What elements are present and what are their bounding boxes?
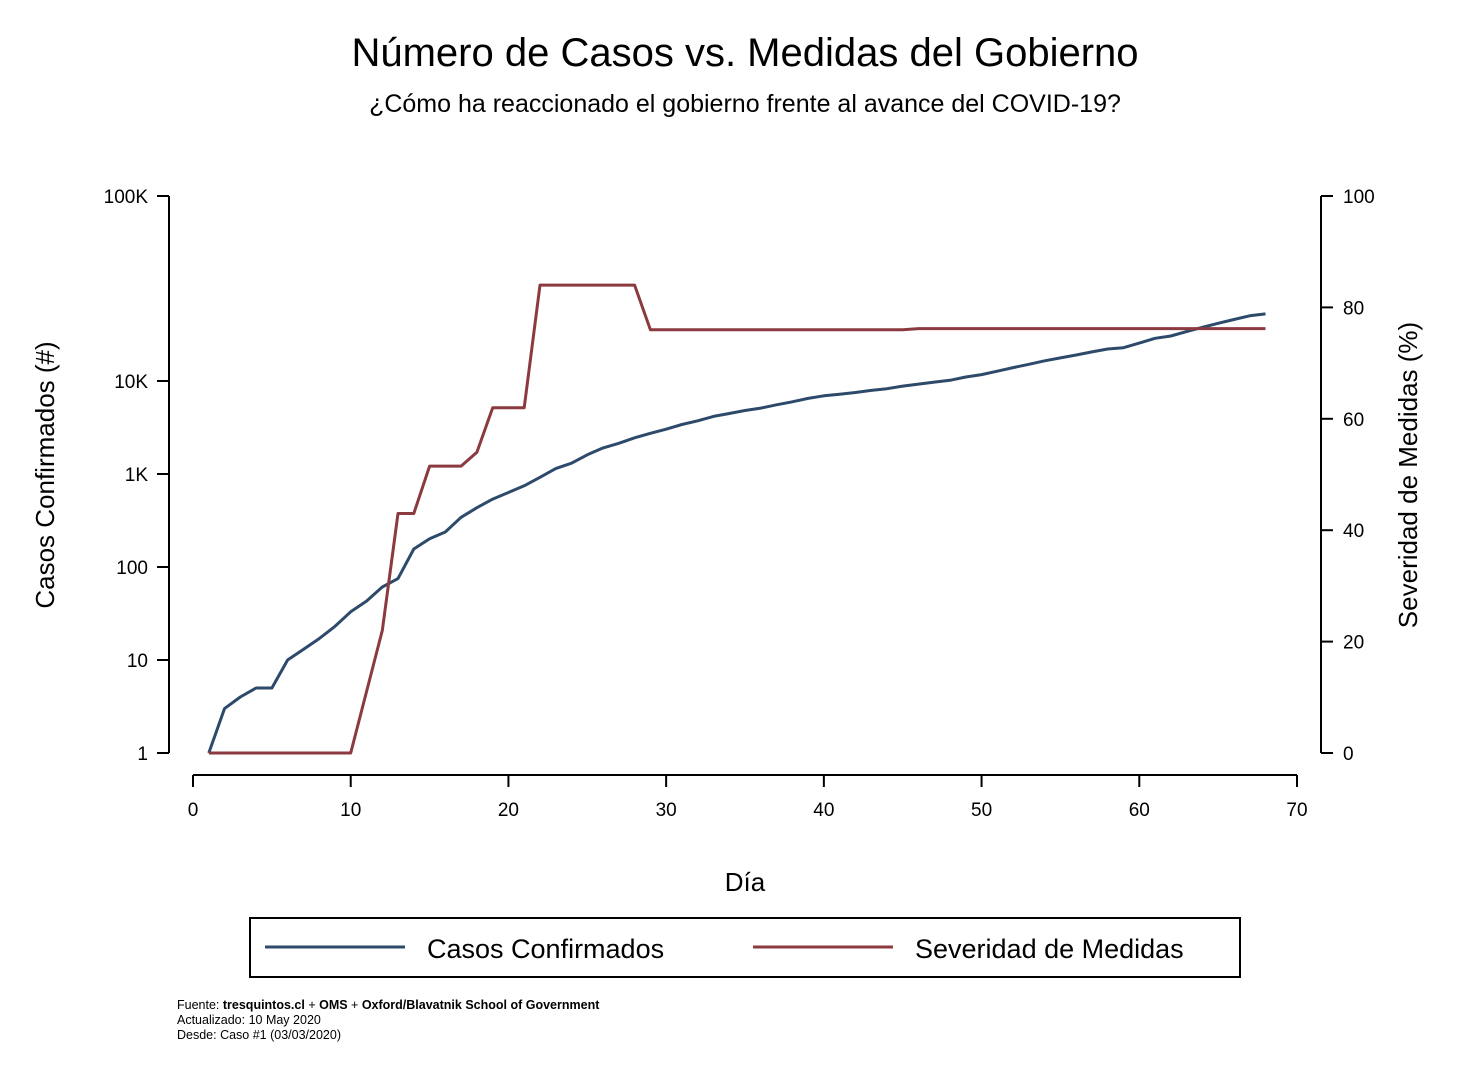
y-left-tick-label: 1 xyxy=(137,744,148,765)
y-axis-left-title: Casos Confirmados (#) xyxy=(30,341,60,608)
legend-label-severidad: Severidad de Medidas xyxy=(915,934,1184,964)
x-tick-label: 60 xyxy=(1129,800,1150,821)
y-left-tick-label: 100K xyxy=(104,187,149,208)
legend-label-casos: Casos Confirmados xyxy=(427,934,664,964)
footer-since: Desde: Caso #1 (03/03/2020) xyxy=(177,1028,341,1042)
legend: Casos Confirmados Severidad de Medidas xyxy=(249,917,1241,978)
y-right-tick-label: 80 xyxy=(1343,298,1364,319)
y-right-tick-label: 20 xyxy=(1343,633,1364,654)
y-right-tick-label: 60 xyxy=(1343,410,1364,431)
footer-source-oxford: Oxford/Blavatnik School of Government xyxy=(361,998,600,1012)
x-tick-label: 10 xyxy=(340,800,361,821)
axes: 0 10 20 30 40 50 60 70 1 10 100 1K 10K 100K 0 20 40 60 80 1… xyxy=(104,187,1375,821)
footer-source-prefix: Fuente: xyxy=(177,998,223,1012)
x-tick-label: 30 xyxy=(656,800,677,821)
y-right-tick-label: 0 xyxy=(1343,744,1354,765)
footer-source-plus-2: + xyxy=(347,998,362,1012)
series-line-casos xyxy=(207,312,1266,754)
x-tick-label: 20 xyxy=(498,800,519,821)
y-left-tick-label: 1K xyxy=(125,465,149,486)
x-tick-label: 0 xyxy=(188,800,199,821)
footer-source-oms: OMS xyxy=(319,998,348,1012)
x-tick-label: 70 xyxy=(1286,800,1307,821)
y-axis-right-title: Severidad de Medidas (%) xyxy=(1393,322,1423,628)
legend-box xyxy=(249,917,1241,978)
chart-title: Número de Casos vs. Medidas del Gobierno xyxy=(351,31,1138,75)
footer-source: Fuente: tresquintos.cl + OMS + Oxford/Bl… xyxy=(177,998,599,1013)
x-tick-label: 40 xyxy=(813,800,834,821)
series-line-severidad xyxy=(208,283,1266,755)
footer-source-tresquintos: tresquintos.cl xyxy=(222,998,305,1012)
x-tick-label: 50 xyxy=(971,800,992,821)
y-left-tick-label: 10 xyxy=(127,651,148,672)
x-axis-title: Día xyxy=(725,867,766,897)
series-lines xyxy=(207,283,1266,755)
footer-updated: Actualizado: 10 May 2020 xyxy=(177,1013,321,1027)
y-right-tick-label: 100 xyxy=(1343,187,1375,208)
footer-source-plus-1: + xyxy=(304,998,320,1012)
chart-subtitle: ¿Cómo ha reaccionado el gobierno frente … xyxy=(369,90,1121,118)
y-right-tick-label: 40 xyxy=(1343,521,1364,542)
y-left-tick-label: 100 xyxy=(116,558,148,579)
y-left-tick-label: 10K xyxy=(114,372,148,393)
